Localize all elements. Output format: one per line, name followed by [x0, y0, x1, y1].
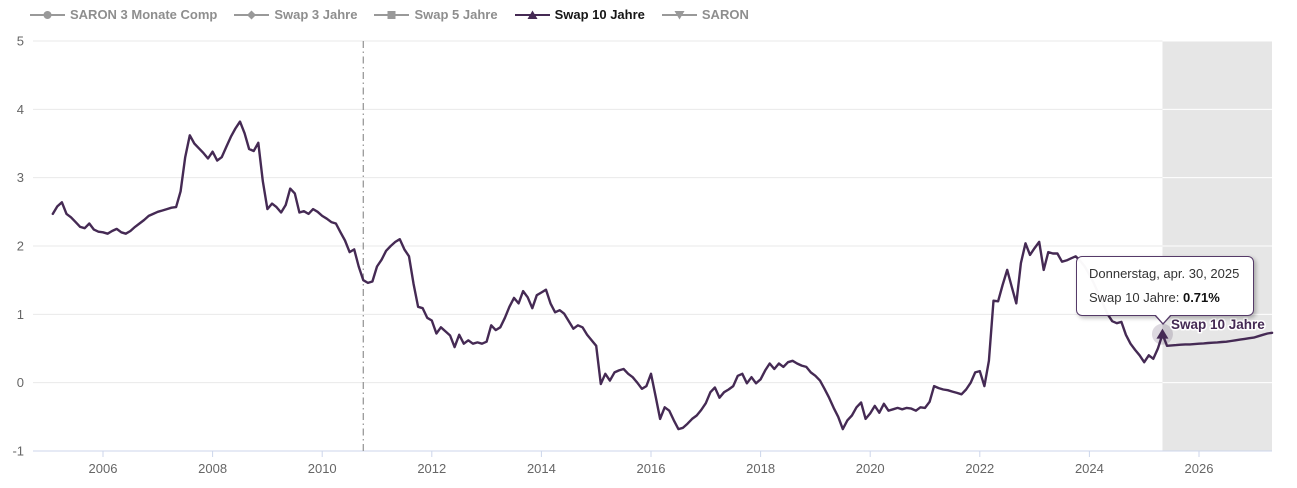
- y-axis-label: 4: [17, 102, 24, 117]
- y-axis-label: 3: [17, 170, 24, 185]
- tooltip-value: 0.71%: [1182, 290, 1220, 305]
- x-axis-label: 2020: [856, 461, 885, 476]
- diamond-marker-icon: [234, 10, 270, 19]
- x-axis-label: 2016: [637, 461, 666, 476]
- x-axis-label: 2010: [308, 461, 337, 476]
- x-axis-label: 2018: [746, 461, 775, 476]
- x-axis-label: 2022: [965, 461, 994, 476]
- triangle-up-marker-icon: [514, 10, 550, 19]
- triangle-down-marker-icon: [661, 10, 697, 19]
- chart-legend: SARON 3 Monate Comp Swap 3 Jahre Swap 5 …: [30, 7, 749, 22]
- x-axis-label: 2006: [89, 461, 118, 476]
- x-axis-label: 2024: [1075, 461, 1104, 476]
- legend-label: SARON: [701, 7, 749, 22]
- legend-item-swap-10-jahre[interactable]: Swap 10 Jahre: [514, 7, 645, 22]
- x-axis-label: 2026: [1185, 461, 1214, 476]
- legend-item-swap-3-jahre[interactable]: Swap 3 Jahre: [234, 7, 357, 22]
- y-axis-label: 5: [17, 34, 24, 49]
- tooltip-value-row: Swap 10 Jahre: 0.71%: [1089, 290, 1241, 305]
- x-axis-label: 2008: [198, 461, 227, 476]
- y-axis-label: 2: [17, 239, 24, 254]
- legend-item-saron[interactable]: SARON: [661, 7, 749, 22]
- y-axis-label: -1: [12, 444, 24, 459]
- x-axis-label: 2012: [417, 461, 446, 476]
- tooltip-pointer-fill: [1155, 314, 1171, 323]
- tooltip-date: Donnerstag, apr. 30, 2025: [1089, 266, 1240, 281]
- highlight-marker-triangle[interactable]: [1156, 328, 1169, 339]
- chart-tooltip: Donnerstag, apr. 30, 2025 Swap 10 Jahre:…: [1076, 256, 1254, 325]
- legend-label: Swap 10 Jahre: [554, 7, 645, 22]
- series-inline-label: Swap 10 Jahre: [1171, 317, 1265, 332]
- y-axis-label: 1: [17, 307, 24, 322]
- legend-label: Swap 5 Jahre: [414, 7, 498, 22]
- square-marker-icon: [374, 10, 410, 19]
- y-axis-label: 0: [17, 375, 24, 390]
- legend-label: SARON 3 Monate Comp: [70, 7, 218, 22]
- legend-item-swap-5-jahre[interactable]: Swap 5 Jahre: [374, 7, 498, 22]
- tooltip-series-name: Swap 10 Jahre:: [1089, 290, 1180, 305]
- circle-marker-icon: [30, 10, 65, 19]
- series-line-swap-10-jahre[interactable]: [51, 120, 1274, 431]
- x-axis-label: 2014: [527, 461, 556, 476]
- legend-item-saron-3-monate-comp[interactable]: SARON 3 Monate Comp: [30, 7, 217, 22]
- legend-label: Swap 3 Jahre: [274, 7, 358, 22]
